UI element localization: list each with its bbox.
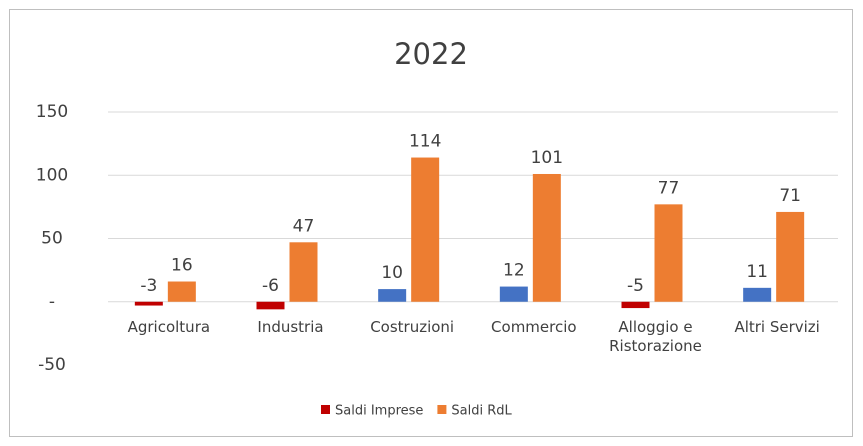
x-tick-label: Agricoltura	[127, 317, 211, 336]
y-tick-label: 50	[41, 229, 63, 249]
x-tick-label: Industria	[257, 317, 324, 336]
data-label: -6	[262, 276, 279, 296]
bar	[411, 157, 440, 302]
data-label: -3	[140, 276, 157, 296]
legend-swatch	[437, 405, 447, 414]
bar	[776, 211, 805, 302]
data-label: 47	[293, 216, 315, 236]
legend-swatch	[321, 405, 330, 414]
data-label: 77	[658, 178, 680, 198]
bar	[378, 289, 407, 302]
data-label: 16	[171, 256, 193, 276]
bar	[167, 281, 196, 302]
bar	[134, 301, 163, 306]
legend-label: Saldi RdL	[451, 404, 512, 419]
bar	[289, 242, 318, 302]
data-label: -5	[627, 276, 644, 296]
data-label: 11	[746, 262, 768, 282]
y-tick-label: 100	[36, 165, 68, 185]
data-label: 10	[381, 263, 403, 283]
legend-label: Saldi Imprese	[335, 404, 423, 419]
x-tick-label: Commercio	[491, 317, 577, 336]
y-tick-label: -50	[38, 355, 66, 375]
y-tick-label: 150	[36, 102, 68, 122]
x-tick-label: Costruzioni	[370, 317, 455, 336]
bar	[743, 287, 772, 302]
data-label: 101	[531, 148, 563, 168]
chart-title: 2022	[394, 37, 468, 71]
x-tick-label: Altri Servizi	[734, 317, 820, 336]
bar	[621, 301, 650, 309]
bar	[499, 286, 528, 302]
bar	[532, 173, 561, 302]
x-tick-label: Alloggio e Ristorazione	[609, 317, 702, 355]
bar	[256, 301, 285, 310]
y-tick-label: -	[49, 292, 55, 312]
data-label: 114	[409, 132, 441, 152]
data-label: 12	[503, 261, 525, 281]
bar	[654, 204, 683, 302]
data-label: 71	[779, 186, 801, 206]
